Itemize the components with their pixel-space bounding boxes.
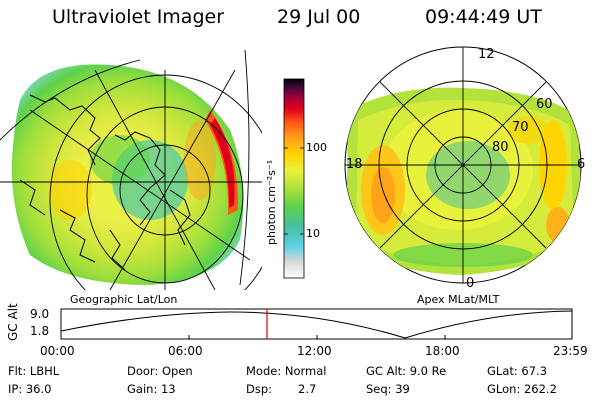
glat-readout: GLat: 67.3 xyxy=(487,364,548,378)
dsp-readout-value: 2.7 xyxy=(298,382,317,396)
timeline-ytick-top: 9.0 xyxy=(30,307,50,321)
timeline-xtick-2359: 23:59 xyxy=(553,344,588,358)
colorbar-tick-100: 100 xyxy=(306,141,327,154)
glon-readout: GLon: 262.2 xyxy=(487,382,557,396)
mlt-label-6: 6 xyxy=(577,157,586,172)
timeline-ytick-bottom: 1.8 xyxy=(30,324,50,338)
timeline-xtick-0600: 06:00 xyxy=(168,344,203,358)
gc-alt-readout: GC Alt: 9.0 Re xyxy=(366,364,447,378)
mlat-label-70: 70 xyxy=(512,120,529,135)
mlt-label-0: 0 xyxy=(466,276,475,291)
colorbar-tick-10: 10 xyxy=(306,227,320,240)
intensity-colorbar xyxy=(283,78,305,279)
ip-readout: IP: 36.0 xyxy=(8,382,52,396)
dsp-readout-label: Dsp: xyxy=(246,382,273,396)
timeline-xtick-1200: 12:00 xyxy=(297,344,332,358)
timeline-xtick-1800: 18:00 xyxy=(425,344,460,358)
mlat-label-60: 60 xyxy=(536,97,553,112)
date-label: 29 Jul 00 xyxy=(277,6,361,28)
filter-readout: Flt: LBHL xyxy=(8,364,60,378)
geo-projection-caption: Geographic Lat/Lon xyxy=(70,293,178,306)
mlat-label-80: 80 xyxy=(492,140,509,155)
mode-readout: Mode: Normal xyxy=(246,364,327,378)
seq-readout: Seq: 39 xyxy=(366,382,410,396)
gain-readout: Gain: 13 xyxy=(127,382,176,396)
orbit-altitude-timeline[interactable] xyxy=(60,308,575,342)
colorbar-unit-label: photon cm⁻²s⁻¹ xyxy=(265,159,278,245)
mlt-label-18: 18 xyxy=(346,157,363,172)
instrument-title: Ultraviolet Imager xyxy=(52,6,225,28)
geographic-image-panel[interactable] xyxy=(0,40,262,290)
dial-projection-caption: Apex MLat/MLT xyxy=(417,293,500,306)
mlt-label-12: 12 xyxy=(478,47,495,62)
timeline-ylabel: GC Alt xyxy=(6,303,20,341)
door-readout: Door: Open xyxy=(127,364,193,378)
time-label: 09:44:49 UT xyxy=(425,6,542,28)
timeline-xtick-0000: 00:00 xyxy=(40,344,75,358)
magnetic-dial-panel[interactable] xyxy=(338,40,590,290)
